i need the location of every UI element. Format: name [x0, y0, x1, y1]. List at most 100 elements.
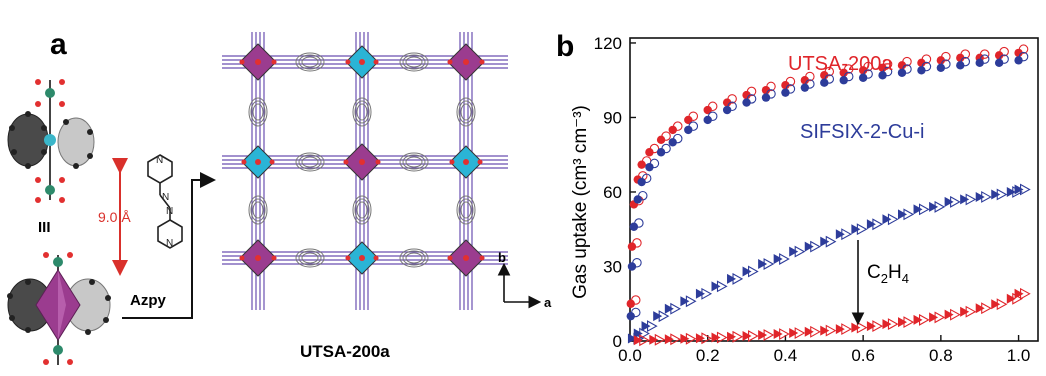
data-point-open [685, 332, 697, 345]
data-point [898, 317, 907, 328]
series-1 [626, 51, 1029, 321]
data-point [1014, 184, 1024, 195]
data-point [773, 254, 783, 265]
data-point-open [631, 295, 641, 305]
data-point-open [727, 101, 737, 112]
data-point-open [841, 323, 852, 336]
x-tick-label: 0.8 [929, 346, 953, 365]
data-point [858, 73, 868, 82]
data-point [695, 333, 705, 344]
data-point [913, 204, 923, 215]
data-point [668, 125, 677, 135]
data-point [866, 219, 876, 230]
data-point [897, 68, 907, 77]
data-point [789, 328, 799, 339]
data-point [758, 330, 768, 341]
data-point-open [649, 158, 660, 169]
data-point-open [882, 66, 893, 77]
data-point-open [921, 61, 932, 72]
y-tick-label: 90 [603, 108, 622, 127]
x-tick-label: 0.2 [696, 346, 720, 365]
data-point [664, 303, 674, 314]
data-point-open [746, 94, 757, 104]
data-point [839, 68, 848, 77]
azpy-linker-icon [147, 154, 183, 249]
data-point [627, 333, 637, 344]
data-point [936, 63, 946, 73]
data-point-open [766, 89, 776, 99]
data-point-open [661, 143, 671, 154]
data-point [633, 328, 643, 339]
data-point-open [794, 327, 806, 339]
data-point-open [999, 54, 1009, 64]
data-point-open [634, 218, 644, 228]
data-point-open [934, 311, 946, 324]
data-point-open [825, 235, 837, 248]
data-point-open [670, 302, 681, 315]
data-point-open [872, 320, 884, 333]
gas-label: C2H4 [867, 262, 909, 286]
data-point-open [965, 193, 977, 206]
bottom-molecule-cluster [7, 252, 111, 365]
metal-node-icon [44, 134, 56, 146]
x-tick-label: 0.6 [851, 346, 875, 365]
data-point [626, 311, 635, 321]
data-point [727, 331, 737, 342]
data-point-open [805, 79, 815, 89]
data-point [656, 135, 666, 145]
panel-b-letter: b [556, 30, 574, 63]
distance-label: 9.0 Å [98, 209, 131, 225]
data-point-open [996, 298, 1008, 311]
data-point [684, 115, 693, 125]
data-point-open [950, 308, 961, 321]
data-point [1014, 56, 1023, 65]
data-point-open [1020, 183, 1031, 196]
data-point-open [882, 59, 893, 69]
data-point [956, 53, 965, 63]
data-point [627, 242, 637, 251]
framework-structure [220, 30, 510, 312]
data-point-open [746, 86, 757, 97]
data-point-open [941, 59, 951, 69]
data-point-open [824, 66, 835, 77]
data-point [936, 56, 946, 65]
data-point [680, 333, 690, 344]
data-point [839, 76, 848, 85]
data-point-open [825, 324, 837, 337]
axis-b-label: b [498, 250, 506, 265]
data-point-open [810, 325, 821, 338]
data-point [789, 246, 799, 257]
framework-name: UTSA-200a [300, 342, 390, 361]
data-point [633, 195, 642, 204]
data-point [684, 125, 693, 135]
data-point-open [779, 253, 790, 265]
data-point-open [941, 51, 951, 62]
data-point [994, 51, 1004, 60]
utsa-series-label: UTSA-200a [788, 53, 893, 75]
data-point-open [707, 111, 718, 121]
data-point-open [1018, 44, 1029, 54]
data-point [929, 201, 939, 212]
data-point-open [672, 121, 683, 131]
data-point-open [841, 228, 852, 241]
data-point-open [996, 188, 1008, 201]
data-point [956, 61, 965, 70]
data-point-open [903, 208, 915, 221]
data-point-open [632, 258, 642, 268]
data-point-open [779, 328, 790, 340]
x-tick-label: 0.4 [774, 346, 798, 365]
data-point-open [701, 332, 713, 345]
data-point-open [981, 191, 992, 203]
data-point [851, 224, 861, 235]
data-point [878, 63, 887, 73]
data-point-open [646, 320, 658, 333]
data-point-open [688, 121, 699, 131]
data-point [1014, 48, 1023, 58]
data-point [637, 177, 646, 187]
data-point-open [785, 84, 796, 94]
data-point-open [863, 61, 873, 72]
data-point [758, 259, 768, 270]
data-point-open [843, 64, 854, 74]
data-point [633, 335, 643, 346]
